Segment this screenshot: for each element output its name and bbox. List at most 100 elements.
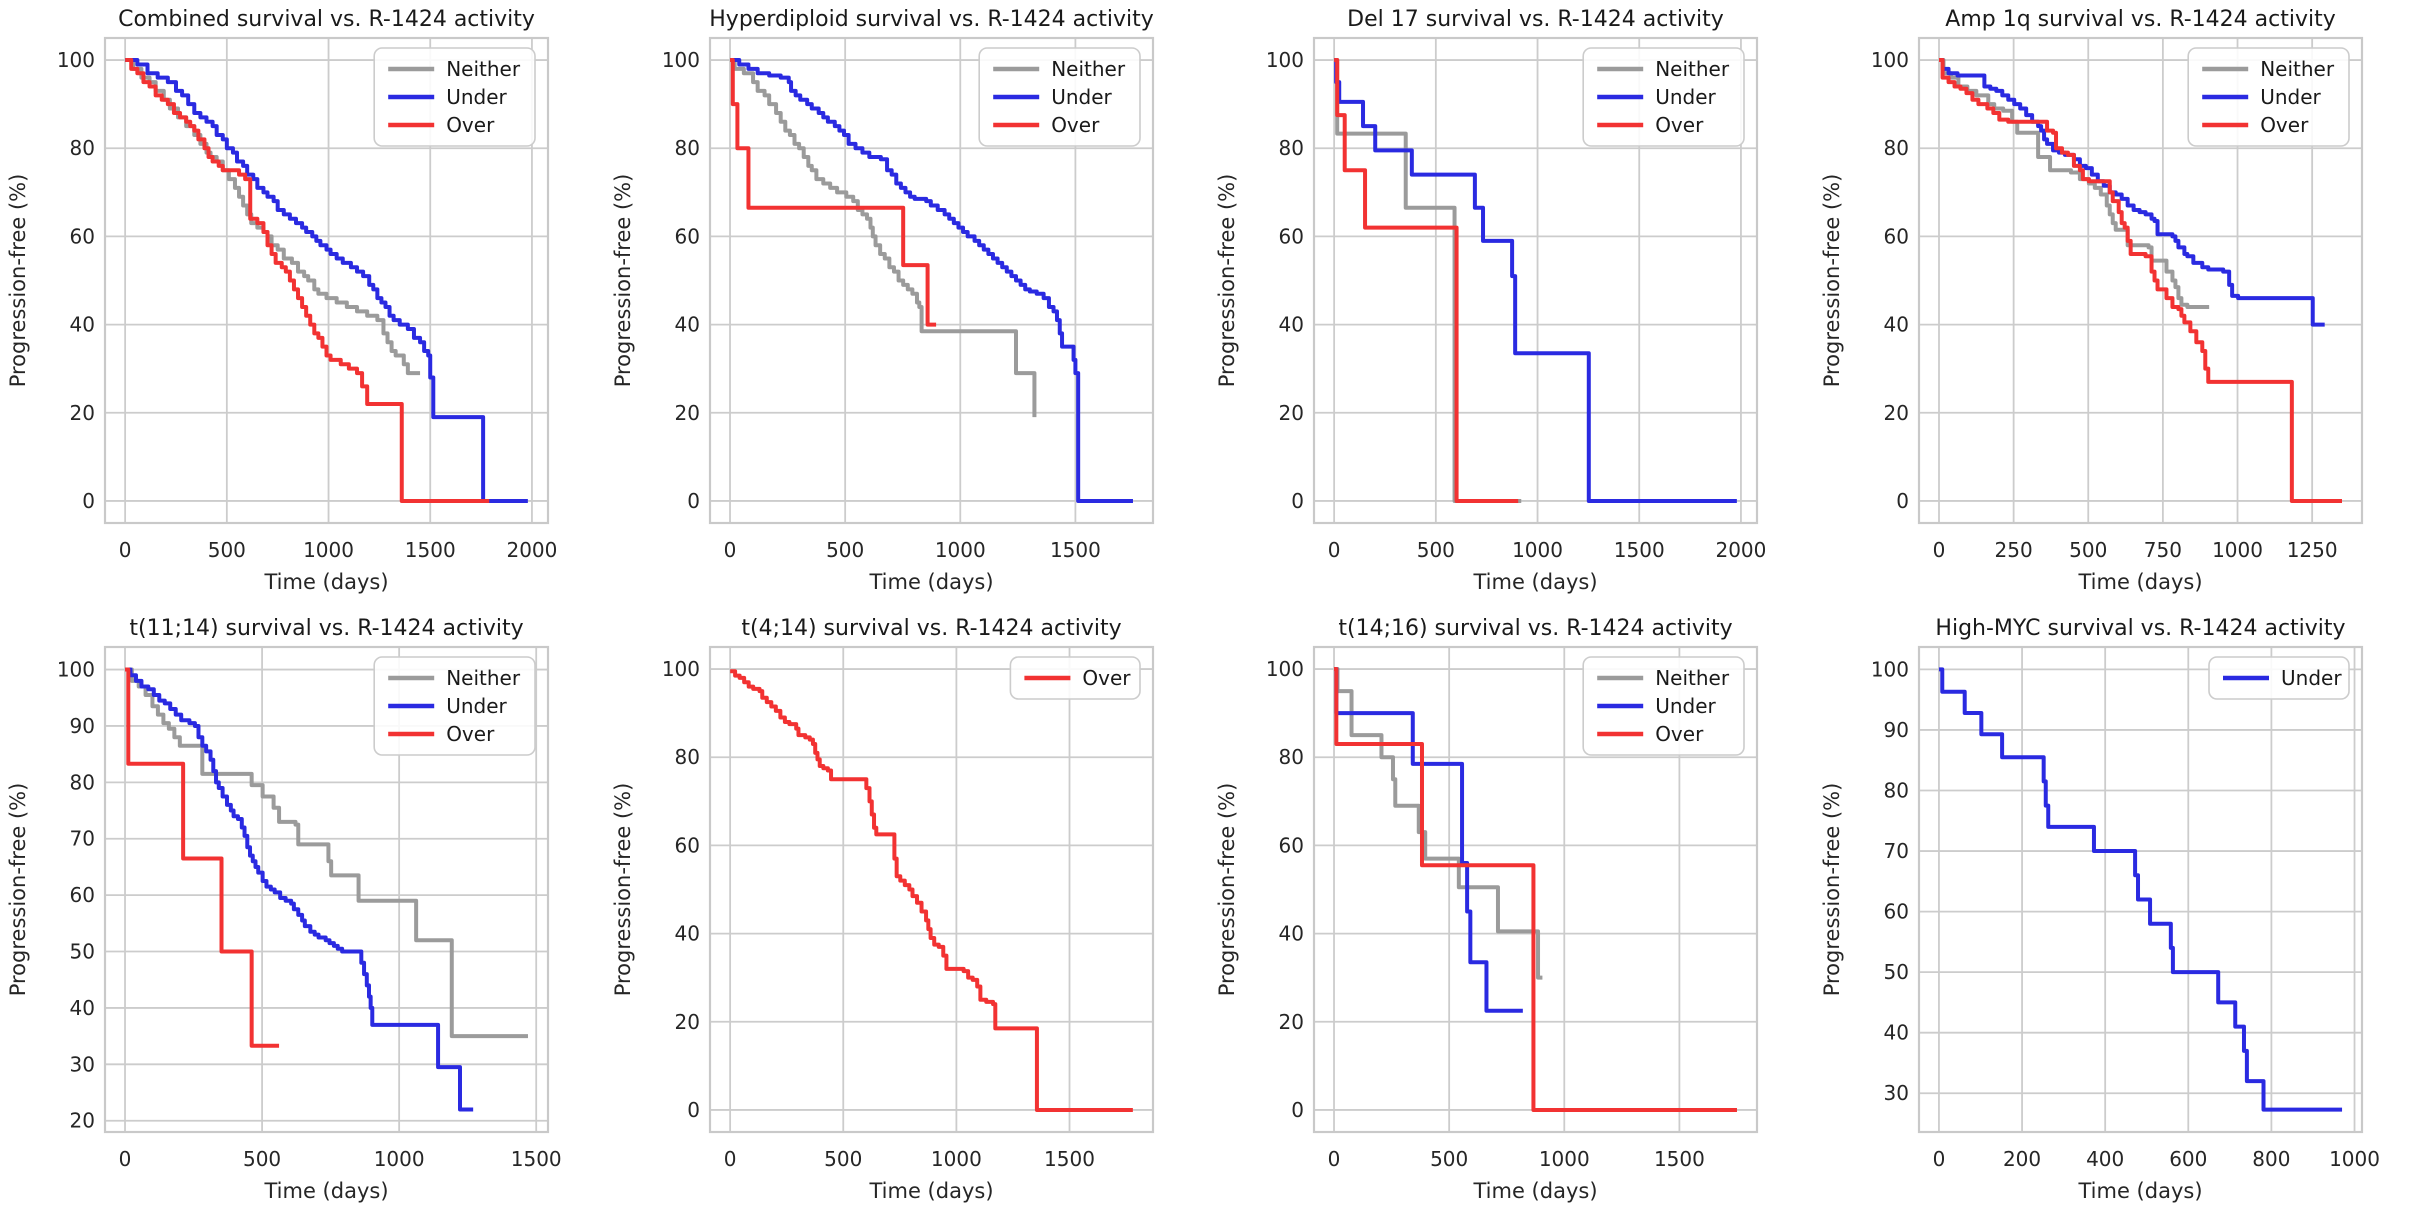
series-line-neither bbox=[729, 58, 1036, 418]
legend: Under bbox=[2207, 656, 2350, 700]
legend-label: Over bbox=[446, 113, 495, 137]
legend: Over bbox=[1009, 656, 1141, 700]
legend-box bbox=[373, 47, 536, 147]
chart-t4-14: 0 500 1000 1500 0 20 40 60 80 100 t(4;14) survival… bbox=[604, 609, 1209, 1218]
legend-label: Under bbox=[1655, 694, 1716, 718]
y-tick-label: 0 bbox=[687, 489, 700, 513]
x-tick-label: 500 bbox=[208, 538, 246, 562]
legend: Neither Under Over bbox=[373, 47, 536, 147]
x-tick-label: 1000 bbox=[1512, 538, 1563, 562]
y-axis-label: Progression-free (%) bbox=[1820, 783, 1844, 997]
legend-box bbox=[977, 47, 1141, 147]
y-tick-label: 0 bbox=[687, 1098, 700, 1122]
series-line-neither bbox=[1938, 58, 2209, 309]
y-tick-label: 20 bbox=[70, 1109, 95, 1133]
axes-border bbox=[1312, 645, 1759, 1134]
x-tick-label: 0 bbox=[1328, 1147, 1341, 1171]
chart-cell-hyperdiploid: 0 500 1000 1500 0 20 40 60 80 100 Hyperdiploid sur… bbox=[604, 0, 1209, 609]
chart-t11-14: 0 500 1000 1500 20 30 40 50 60 70 80 90 100 t(11;14) … bbox=[0, 609, 605, 1218]
chart-background bbox=[1813, 609, 2418, 1218]
x-axis-label: Time (days) bbox=[263, 570, 388, 594]
x-tick-label: 1250 bbox=[2286, 538, 2337, 562]
y-tick-label: 100 bbox=[57, 48, 95, 72]
x-tick-label: 400 bbox=[2086, 1147, 2124, 1171]
legend: Neither Under Over bbox=[1582, 47, 1745, 147]
y-tick-label: 80 bbox=[1279, 745, 1304, 769]
x-tick-label: 1500 bbox=[405, 538, 456, 562]
legend-label: Under bbox=[1051, 85, 1112, 109]
y-tick-label: 60 bbox=[1883, 900, 1908, 924]
chart-cell-t11-14: 0 500 1000 1500 20 30 40 50 60 70 80 90 100 t(11;14) … bbox=[0, 609, 605, 1218]
legend-box bbox=[1009, 656, 1141, 700]
legend: Neither Under Over bbox=[977, 47, 1141, 147]
y-tick-label: 60 bbox=[70, 224, 95, 248]
legend-label: Over bbox=[1082, 666, 1131, 690]
y-tick-label: 100 bbox=[1266, 657, 1304, 681]
y-tick-label: 60 bbox=[1883, 224, 1908, 248]
legend-label: Under bbox=[2281, 666, 2342, 690]
series-line-under bbox=[729, 58, 1133, 503]
x-axis-label: Time (days) bbox=[1472, 570, 1597, 594]
y-tick-label: 20 bbox=[1279, 1010, 1304, 1034]
legend: Neither Under Over bbox=[1582, 656, 1745, 756]
x-tick-label: 0 bbox=[723, 1147, 736, 1171]
y-tick-label: 40 bbox=[674, 313, 699, 337]
y-tick-label: 40 bbox=[70, 313, 95, 337]
x-axis-label: Time (days) bbox=[1472, 1179, 1597, 1203]
y-axis-label: Progression-free (%) bbox=[611, 783, 635, 997]
y-axis-label: Progression-free (%) bbox=[1820, 174, 1844, 388]
x-tick-label: 1000 bbox=[1539, 1147, 1590, 1171]
x-tick-label: 500 bbox=[1417, 538, 1455, 562]
x-tick-label: 600 bbox=[2169, 1147, 2207, 1171]
chart-del17: 0 500 1000 1500 2000 0 20 40 60 80 100 Del 17 survi… bbox=[1209, 0, 1814, 609]
axes-border bbox=[1312, 36, 1759, 525]
legend-label: Under bbox=[2260, 85, 2321, 109]
x-tick-label: 2000 bbox=[1715, 538, 1766, 562]
y-tick-label: 80 bbox=[674, 745, 699, 769]
y-axis-label: Progression-free (%) bbox=[611, 174, 635, 388]
x-tick-label: 0 bbox=[723, 538, 736, 562]
axes-border bbox=[103, 645, 550, 1134]
chart-amp1q: 0 250 500 750 1000 1250 0 20 40 60 80 100 Amp 1q sur… bbox=[1813, 0, 2418, 609]
y-tick-label: 60 bbox=[1279, 224, 1304, 248]
chart-high-myc: 0 200 400 600 800 1000 30 40 50 60 70 80 90 100 High-M… bbox=[1813, 609, 2418, 1218]
series-line-under bbox=[1938, 667, 2342, 1112]
axes-border bbox=[708, 36, 1154, 525]
chart-title: t(14;16) survival vs. R-1424 activity bbox=[1338, 616, 1732, 641]
x-tick-label: 0 bbox=[1932, 1147, 1945, 1171]
legend-box bbox=[1582, 47, 1745, 147]
series-line-over bbox=[1334, 58, 1519, 503]
chart-title: Combined survival vs. R-1424 activity bbox=[118, 7, 535, 32]
legend-label: Over bbox=[2260, 113, 2309, 137]
axes-border bbox=[1917, 645, 2363, 1134]
legend-box bbox=[2207, 656, 2350, 700]
chart-cell-del17: 0 500 1000 1500 2000 0 20 40 60 80 100 Del 17 survi… bbox=[1209, 0, 1814, 609]
legend-label: Over bbox=[1655, 113, 1704, 137]
y-axis-label: Progression-free (%) bbox=[1215, 174, 1239, 388]
series-line-neither bbox=[125, 667, 528, 1039]
axes-border bbox=[103, 36, 550, 525]
y-axis-label: Progression-free (%) bbox=[1215, 783, 1239, 997]
y-tick-label: 20 bbox=[1279, 401, 1304, 425]
y-tick-label: 60 bbox=[674, 224, 699, 248]
legend-label: Neither bbox=[1051, 57, 1126, 81]
y-tick-label: 80 bbox=[1883, 779, 1908, 803]
legend-box bbox=[1582, 656, 1745, 756]
chart-combined: 0 500 1000 1500 2000 0 20 40 60 80 100 Combined sur… bbox=[0, 0, 605, 609]
y-tick-label: 40 bbox=[1279, 922, 1304, 946]
legend-label: Under bbox=[446, 85, 507, 109]
y-tick-label: 50 bbox=[1883, 960, 1908, 984]
y-tick-label: 100 bbox=[1870, 657, 1908, 681]
series-line-over bbox=[125, 667, 280, 1048]
y-tick-label: 40 bbox=[70, 996, 95, 1020]
y-tick-label: 80 bbox=[674, 136, 699, 160]
legend-label: Over bbox=[446, 722, 495, 746]
chart-hyperdiploid: 0 500 1000 1500 0 20 40 60 80 100 Hyperdiploid sur… bbox=[604, 0, 1209, 609]
x-tick-label: 1500 bbox=[511, 1147, 562, 1171]
y-tick-label: 40 bbox=[1883, 313, 1908, 337]
y-tick-label: 60 bbox=[70, 883, 95, 907]
y-tick-label: 0 bbox=[1291, 489, 1304, 513]
series-line-under bbox=[1334, 58, 1737, 503]
y-tick-label: 100 bbox=[1266, 48, 1304, 72]
